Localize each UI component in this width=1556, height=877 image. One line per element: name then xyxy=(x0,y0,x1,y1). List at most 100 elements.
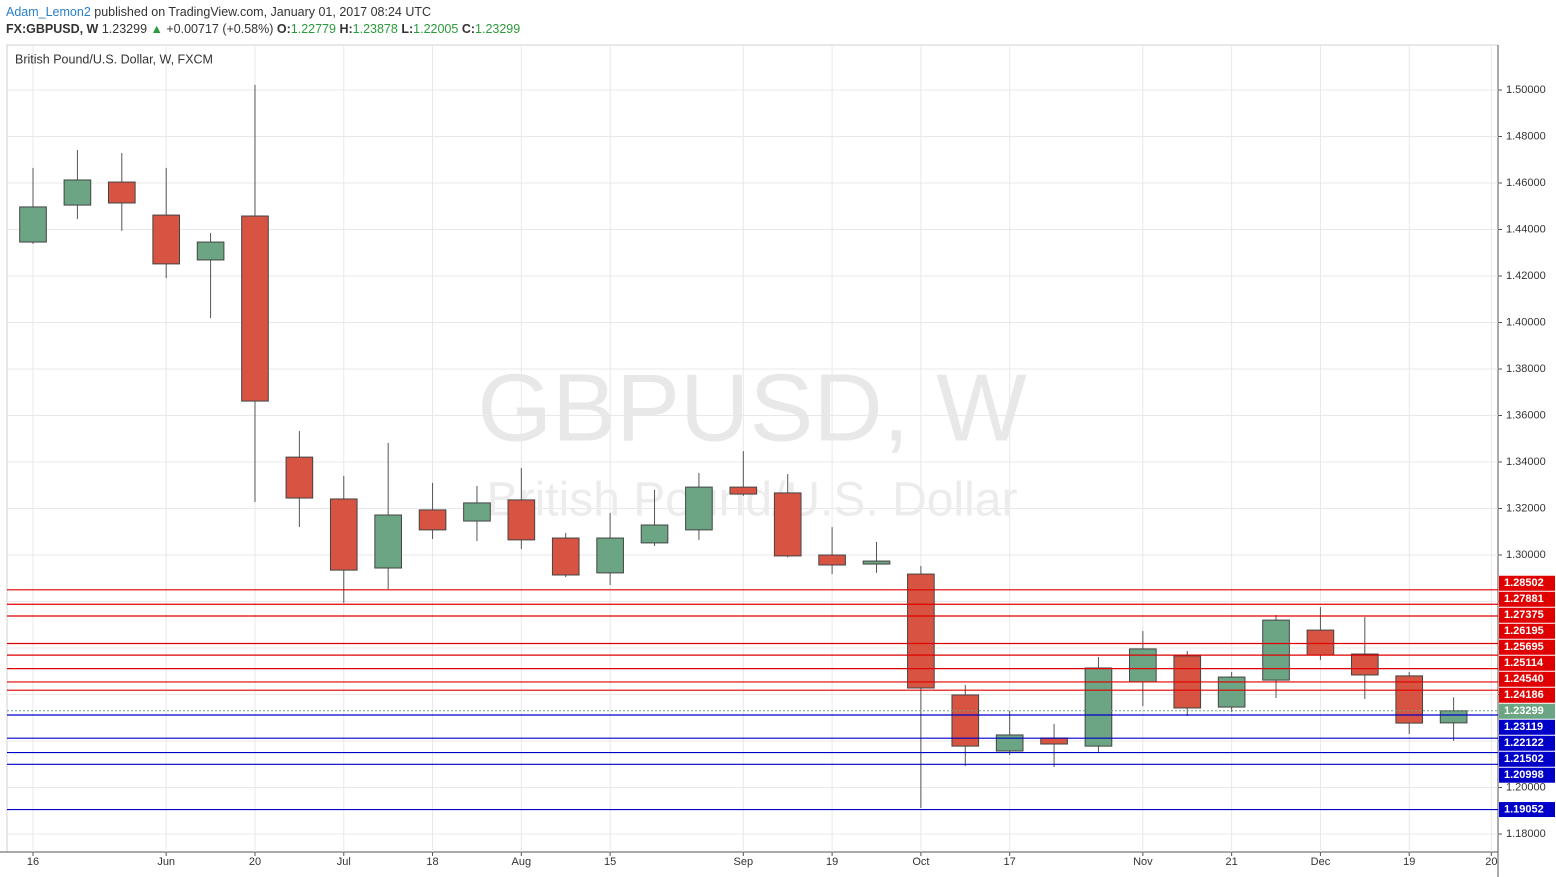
open-label: O: xyxy=(276,22,291,36)
price-label: 1.27881 xyxy=(1504,593,1544,605)
y-tick-label: 1.40000 xyxy=(1506,316,1546,328)
candle-body xyxy=(685,486,713,531)
candle-body xyxy=(1040,737,1068,745)
watermark: GBPUSD, W xyxy=(477,354,1027,461)
chart-title: British Pound/U.S. Dollar, W, FXCM xyxy=(15,52,213,66)
high-label: H: xyxy=(339,22,353,36)
x-tick-label: 17 xyxy=(1004,856,1016,868)
price-label-bg xyxy=(1499,751,1555,767)
price-label-bg xyxy=(1499,703,1555,719)
price-label: 1.26195 xyxy=(1504,625,1544,637)
plot-frame xyxy=(6,44,1499,853)
candle-body xyxy=(196,241,225,261)
price-label: 1.24540 xyxy=(1504,673,1544,685)
candle-body xyxy=(1395,675,1424,724)
price-label: 1.28502 xyxy=(1504,577,1544,589)
price-label-bg xyxy=(1499,802,1555,818)
y-tick-label: 1.32000 xyxy=(1506,502,1546,514)
candle-body xyxy=(995,734,1024,752)
close: 1.23299 xyxy=(475,22,521,36)
x-tick-label: 20 xyxy=(249,856,261,868)
candle-body xyxy=(1439,710,1468,724)
header: Adam_Lemon2 published on TradingView.com… xyxy=(6,4,520,38)
price-label: 1.21502 xyxy=(1504,753,1544,765)
x-tick-label: 19 xyxy=(826,856,838,868)
y-tick-label: 1.18000 xyxy=(1506,828,1546,840)
price-label-bg xyxy=(1499,719,1555,735)
price-label-bg xyxy=(1499,639,1555,655)
candle-body xyxy=(241,215,269,402)
price-label-bg xyxy=(1499,671,1555,687)
y-tick-label: 1.48000 xyxy=(1506,130,1546,142)
x-tick-label: Nov xyxy=(1133,856,1153,868)
x-tick-label: 15 xyxy=(604,856,616,868)
candle-body xyxy=(152,214,181,265)
candle-body xyxy=(63,179,92,206)
x-tick-label: Jun xyxy=(157,856,175,868)
price-label-bg xyxy=(1499,735,1555,751)
price-label: 1.25114 xyxy=(1504,657,1544,669)
last: 1.23299 xyxy=(101,22,148,36)
price-label-bg xyxy=(1499,687,1555,703)
y-tick-label: 1.38000 xyxy=(1506,363,1546,375)
author[interactable]: Adam_Lemon2 xyxy=(6,5,91,19)
high: 1.23878 xyxy=(352,22,398,36)
candle-body xyxy=(107,181,136,204)
price-label-bg xyxy=(1499,575,1555,591)
x-tick-label: Oct xyxy=(912,856,929,868)
watermark-subtitle: British Pound/U.S. Dollar xyxy=(487,474,1018,527)
candle-body xyxy=(19,206,47,243)
change: +0.00717 (+0.58%) xyxy=(166,22,274,36)
price-label: 1.27375 xyxy=(1504,609,1544,621)
x-tick-label: Jul xyxy=(337,856,351,868)
y-tick-label: 1.34000 xyxy=(1506,456,1546,468)
x-tick-label: 19 xyxy=(1403,856,1415,868)
price-label-bg xyxy=(1499,591,1555,607)
candle-body xyxy=(1084,667,1113,747)
x-tick-label: Dec xyxy=(1311,856,1331,868)
candle-body xyxy=(1306,629,1335,656)
candle-body xyxy=(329,498,358,571)
open: 1.22779 xyxy=(290,22,336,36)
publish-line: Adam_Lemon2 published on TradingView.com… xyxy=(6,4,520,21)
quote-line: FX:GBPUSD, W 1.23299 ▲ +0.00717 (+0.58%)… xyxy=(6,21,520,38)
x-tick-label: Sep xyxy=(734,856,754,868)
candle-body xyxy=(862,560,891,565)
price-label-bg xyxy=(1499,767,1555,783)
candle-body xyxy=(1262,619,1290,681)
candle-body xyxy=(907,573,935,689)
candle-body xyxy=(773,492,802,557)
price-label: 1.24186 xyxy=(1504,689,1544,701)
candle-body xyxy=(418,509,447,531)
y-tick-label: 1.36000 xyxy=(1506,409,1546,421)
symbol: FX:GBPUSD, W xyxy=(6,22,99,36)
candle-body xyxy=(640,524,669,544)
price-label: 1.23119 xyxy=(1504,721,1543,733)
y-tick-label: 1.20000 xyxy=(1506,781,1546,793)
price-label: 1.22122 xyxy=(1504,737,1544,749)
candle-body xyxy=(285,456,314,499)
candle-body xyxy=(818,554,846,566)
low: 1.22005 xyxy=(413,22,459,36)
candle-body xyxy=(463,502,491,522)
y-tick-label: 1.46000 xyxy=(1506,177,1546,189)
candle-body xyxy=(1351,653,1379,676)
candle-body xyxy=(374,514,402,569)
x-tick-label: Aug xyxy=(512,856,532,868)
candle-body xyxy=(1129,648,1157,683)
candle-body xyxy=(729,486,758,495)
close-label: C: xyxy=(461,22,476,36)
published: published on TradingView.com, January 01… xyxy=(94,5,432,19)
x-tick-label: 16 xyxy=(27,856,39,868)
price-label: 1.23299 xyxy=(1504,705,1544,717)
y-tick-label: 1.30000 xyxy=(1506,549,1546,561)
y-tick-label: 1.50000 xyxy=(1506,84,1546,96)
price-label-bg xyxy=(1499,655,1555,671)
low-label: L: xyxy=(401,22,414,36)
price-label: 1.19052 xyxy=(1504,803,1544,815)
candle-body xyxy=(551,537,580,576)
x-tick-label: 20 xyxy=(1485,856,1497,868)
candle-body xyxy=(596,537,624,574)
y-tick-label: 1.44000 xyxy=(1506,223,1546,235)
